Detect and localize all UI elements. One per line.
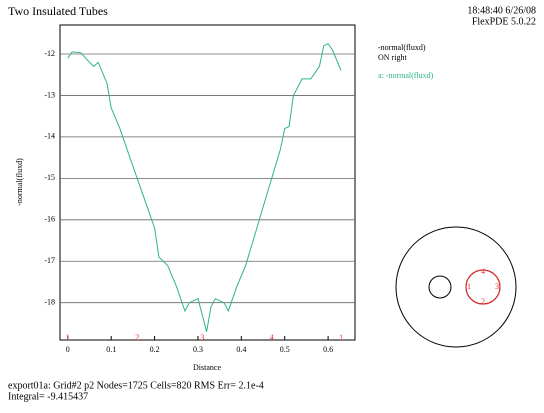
diagram-label: 2	[481, 297, 485, 306]
boundary-marker: 2	[135, 333, 139, 342]
y-tick-label: -16	[44, 215, 55, 224]
diagram-label: 1	[467, 282, 471, 291]
y-tick-label: -18	[44, 298, 55, 307]
y-tick-label: -17	[44, 256, 55, 265]
left-tube	[428, 275, 452, 299]
y-tick-label: -14	[44, 132, 55, 141]
legend-subtitle: ON right	[378, 53, 407, 62]
x-tick-label: 0.3	[193, 345, 203, 354]
version: FlexPDE 5.0.22	[472, 16, 536, 27]
plot-frame	[59, 24, 356, 341]
diagram-label: 4	[481, 267, 485, 276]
x-tick-label: 0	[66, 345, 70, 354]
x-tick-label: 0.5	[280, 345, 290, 354]
boundary-marker: 1	[66, 333, 70, 342]
outer-boundary	[395, 226, 517, 348]
data-line	[67, 43, 342, 332]
y-tick-label: -13	[44, 90, 55, 99]
legend-entry: a: -normal(fluxd)	[378, 71, 434, 80]
right-tube-highlight	[465, 269, 501, 305]
y-axis-label: -normal(fluxd)	[15, 158, 24, 206]
y-tick-label: -12	[44, 49, 55, 58]
diagram-label: 3	[495, 282, 499, 291]
timestamp: 18:48:40 6/26/08	[467, 5, 536, 16]
boundary-marker: 1	[339, 333, 343, 342]
chart-title: Two Insulated Tubes	[8, 4, 108, 18]
x-tick-label: 0.6	[323, 345, 333, 354]
domain-diagram	[395, 226, 517, 348]
boundary-marker: 4	[270, 333, 274, 342]
x-tick-label: 0.4	[236, 345, 246, 354]
x-axis-label: Distance	[193, 363, 221, 372]
boundary-marker: 3	[200, 333, 204, 342]
footer-line: Integral= -9.415437	[8, 391, 88, 402]
y-tick-label: -15	[44, 173, 55, 182]
x-tick-label: 0.2	[150, 345, 160, 354]
legend-title: -normal(fluxd)	[378, 43, 426, 52]
footer-line: export01a: Grid#2 p2 Nodes=1725 Cells=82…	[8, 380, 264, 391]
x-tick-label: 0.1	[106, 345, 116, 354]
